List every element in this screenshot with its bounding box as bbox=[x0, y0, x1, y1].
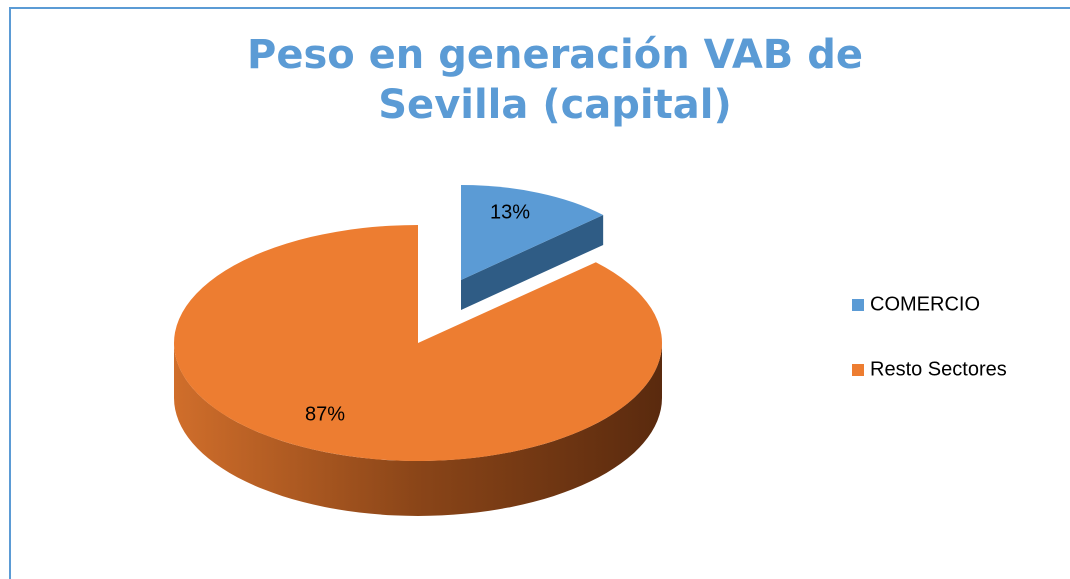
chart-frame bbox=[9, 7, 1070, 579]
legend-swatch bbox=[852, 299, 864, 311]
legend-swatch bbox=[852, 364, 864, 376]
slice bbox=[461, 185, 604, 280]
legend-label: Resto Sectores bbox=[870, 358, 1007, 380]
chart-title: Peso en generación VAB de Sevilla (capit… bbox=[247, 32, 863, 128]
data-label: 13% bbox=[490, 201, 530, 223]
slice-face bbox=[461, 214, 604, 310]
legend-label: COMERCIO bbox=[870, 293, 980, 315]
data-label: 87% bbox=[305, 403, 345, 425]
slice-side bbox=[174, 343, 662, 516]
slice bbox=[174, 225, 663, 461]
